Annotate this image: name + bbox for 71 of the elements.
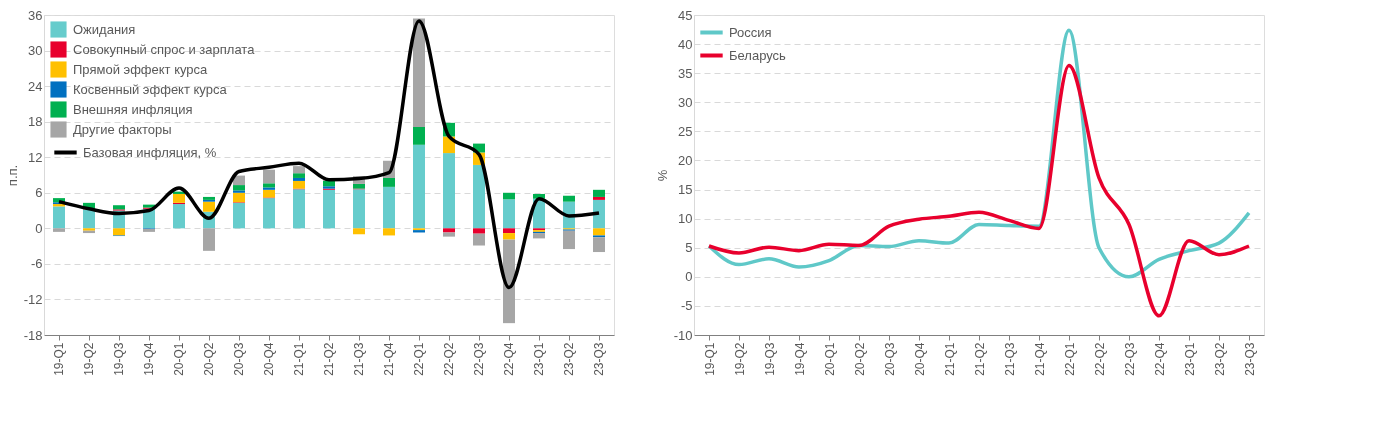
x-tick-label: 21-Q4 [1032,342,1047,376]
x-tick-label: 23-Q3 [592,342,606,376]
x-tick-label: 22-Q3 [472,342,486,376]
x-tick-label: 22-Q1 [412,342,426,376]
legend-label: Косвенный эффект курса [73,81,228,97]
x-tick-label: 19-Q1 [52,342,66,376]
x-tick-label: 21-Q1 [942,342,957,376]
x-tick-label: 20-Q2 [852,342,867,376]
x-tick-label: 20-Q1 [172,342,186,376]
x-tick-label: 20-Q1 [822,342,837,376]
x-tick-label: 20-Q4 [912,342,927,376]
legend-label: Беларусь [729,47,787,63]
y-tick-label: 30 [28,43,43,59]
y-axis-title: % [654,169,670,182]
y-tick-label: 6 [35,185,43,201]
x-tick-label: 19-Q4 [142,342,156,376]
x-tick-label: 23-Q2 [1212,342,1227,376]
x-tick-label: 19-Q3 [112,342,126,376]
y-tick-label: 0 [685,269,693,285]
x-tick-label: 20-Q4 [262,342,276,376]
x-tick-label: 23-Q1 [1182,342,1197,376]
y-tick-label: 18 [28,114,43,130]
y-tick-label: 36 [28,7,43,23]
y-tick-label: -10 [673,327,693,343]
legend-label: Внешняя инфляция [73,101,193,117]
legend-label: Прямой эффект курса [73,61,209,77]
y-tick-label: -18 [23,327,43,343]
y-tick-label: -5 [680,298,693,314]
x-tick-label: 21-Q2 [322,342,336,376]
y-tick-label: 5 [685,240,693,256]
x-tick-label: 22-Q2 [1092,342,1107,376]
y-tick-label: 20 [678,152,693,168]
x-tick-label: 23-Q1 [532,342,546,376]
x-tick-label: 20-Q3 [882,342,897,376]
x-tick-label: 21-Q3 [352,342,366,376]
x-tick-label: 22-Q1 [1062,342,1077,376]
legend-label: Базовая инфляция, % [83,144,217,160]
x-tick-label: 23-Q3 [1242,342,1257,376]
y-tick-label: 45 [678,7,693,23]
x-tick-label: 19-Q2 [732,342,747,376]
x-tick-label: 20-Q3 [232,342,246,376]
x-tick-label: 19-Q2 [82,342,96,376]
x-tick-label: 20-Q2 [202,342,216,376]
y-tick-label: -12 [23,291,43,307]
x-tick-label: 21-Q2 [972,342,987,376]
legend-label: Россия [729,24,772,40]
y-tick-label: 40 [678,36,693,52]
legend-label: Совокупный спрос и зарплата [73,41,256,57]
x-tick-label: 21-Q1 [292,342,306,376]
x-tick-label: 22-Q4 [1152,342,1167,376]
x-tick-label: 21-Q3 [1002,342,1017,376]
x-tick-label: 19-Q4 [792,342,807,376]
y-tick-label: 25 [678,123,693,139]
y-tick-label: 15 [678,182,693,198]
y-axis-title: п.п. [4,164,20,187]
x-tick-label: 22-Q4 [502,342,516,376]
x-tick-label: 19-Q3 [762,342,777,376]
y-tick-label: 30 [678,94,693,110]
y-tick-label: 0 [35,220,43,236]
y-tick-label: 35 [678,65,693,81]
x-tick-label: 19-Q1 [702,342,717,376]
y-tick-label: 24 [28,78,43,94]
x-tick-label: 22-Q3 [1122,342,1137,376]
y-tick-label: -6 [30,256,43,272]
legend-label: Ожидания [73,21,136,37]
y-tick-label: 12 [28,149,43,165]
x-tick-label: 21-Q4 [382,342,396,376]
y-tick-label: 10 [678,211,693,227]
legend-label: Другие факторы [73,121,172,137]
x-tick-label: 22-Q2 [442,342,456,376]
x-tick-label: 23-Q2 [562,342,576,376]
